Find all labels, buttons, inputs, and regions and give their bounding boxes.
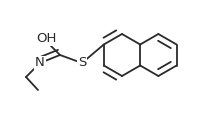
Text: OH: OH — [36, 32, 56, 46]
Text: N: N — [35, 56, 45, 70]
Text: S: S — [78, 56, 86, 70]
